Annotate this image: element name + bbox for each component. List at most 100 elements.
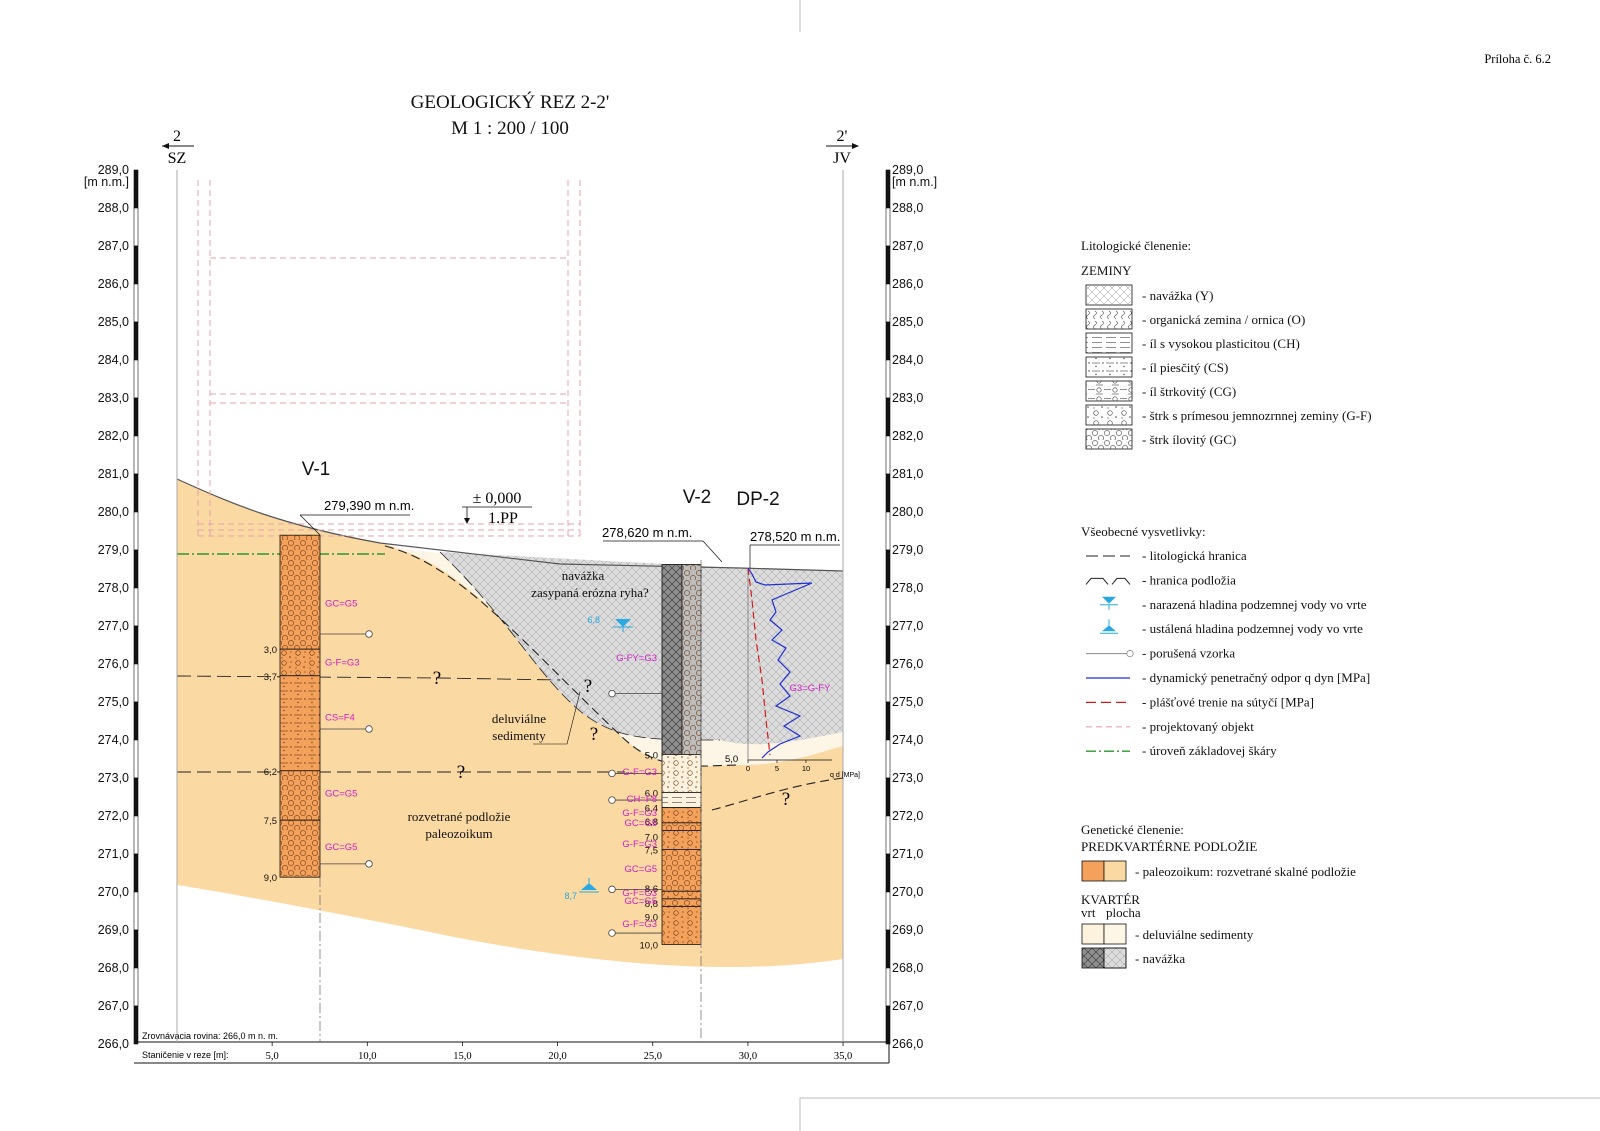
elevation-tick-label: 287,0	[892, 239, 923, 253]
borehole-v2-class: CH=F8	[627, 794, 657, 805]
fill-label-line1: navážka	[562, 568, 605, 583]
elevation-tick-label: 280,0	[892, 505, 923, 519]
elevation-scale-segment	[885, 359, 891, 399]
uncertainty-mark: ?	[433, 668, 441, 689]
penetration-test-dp2: DP-2 278,520 m n.m. 0 5 10 q d [MPa] 5,0 G…	[725, 489, 860, 779]
sample-icon	[365, 725, 373, 733]
attachment-number: Príloha č. 6.2	[1484, 52, 1551, 66]
borehole-v1-depth: 3,0	[264, 645, 277, 656]
elevation-scale-segment	[885, 853, 891, 893]
uncertainty-mark: ?	[457, 762, 465, 783]
elevation-tick-label: 276,0	[98, 657, 129, 671]
elevation-tick-label: 268,0	[892, 961, 923, 975]
zero-level-marker: ± 0,000 1.PP	[462, 490, 532, 527]
elevation-tick-label: 270,0	[98, 885, 129, 899]
elevation-scale-segment	[133, 397, 139, 437]
elevation-tick-label: 288,0	[98, 201, 129, 215]
legend-soil-label: - organická zemina / ornica (O)	[1142, 312, 1305, 327]
legend-prequat-title: PREDKVARTÉRNE PODLOŽIE	[1081, 839, 1257, 854]
elevation-scale-segment	[133, 207, 139, 247]
dp2-penetration-curve	[747, 567, 813, 759]
fill-boundary-line	[439, 551, 721, 741]
borehole-v2-name: V-2	[683, 487, 712, 508]
dp2-elevation: 278,520 m n.m.	[750, 529, 840, 544]
elevation-scale-segment	[133, 321, 139, 361]
sample-icon	[608, 769, 616, 778]
borehole-v1-class: CS=F4	[325, 713, 355, 724]
legend-soil-label: - štrk ílovitý (GC)	[1142, 432, 1236, 447]
legend-deluvial-swatch-borehole	[1081, 923, 1105, 945]
elevation-scale-segment	[133, 777, 139, 817]
borehole-v2-depth: 6,8	[645, 817, 658, 828]
bedrock-label-line1: rozvetrané podložie	[408, 809, 511, 824]
legend-general-label: - narazená hladina podzemnej vody vo vrt…	[1142, 597, 1367, 612]
fill-area-hatch	[440, 552, 843, 745]
elevation-scale-segment	[885, 473, 891, 513]
bedrock-label-line2: paleozoikum	[425, 826, 492, 841]
elevation-tick-label: 277,0	[892, 619, 923, 633]
arrow-left-icon	[162, 143, 169, 149]
borehole-v1-depth: 3,7	[264, 672, 277, 683]
water-steady-marker: 8,7	[564, 878, 599, 901]
elevation-scale-segment	[133, 625, 139, 665]
elevation-tick-label: 282,0	[98, 429, 129, 443]
elevation-scale-segment	[885, 625, 891, 665]
section-mark-left-direction: SZ	[168, 150, 187, 167]
borehole-v2-class: G-F=G3	[622, 839, 657, 850]
elevation-scale-segment	[133, 359, 139, 399]
sample-icon	[365, 860, 373, 868]
legend-deluvial-swatch-area	[1103, 923, 1127, 945]
elevation-scale-segment	[133, 169, 139, 209]
elevation-tick-label: 267,0	[892, 999, 923, 1013]
sample-icon	[608, 689, 616, 698]
sample-icon	[365, 630, 373, 638]
elevation-tick-label: 287,0	[98, 239, 129, 253]
elevation-scale-segment	[885, 245, 891, 285]
elevation-scale-segment	[885, 1005, 891, 1045]
deluvial-label-line2: sedimenty	[492, 728, 546, 743]
elevation-tick-label: 273,0	[892, 771, 923, 785]
station-tick-label: 15,0	[453, 1051, 471, 1062]
dp2-friction-curve	[747, 567, 771, 756]
sample-icon	[608, 885, 616, 894]
legend-general-item: - úroveň základovej škáry	[1086, 743, 1277, 758]
legend-soils-title: ZEMINY	[1081, 263, 1132, 278]
legend-general-item: - ustálená hladina podzemnej vody vo vrt…	[1100, 619, 1363, 636]
elevation-tick-label: 275,0	[892, 695, 923, 709]
elevation-tick-label: 286,0	[892, 277, 923, 291]
water-steady-depth: 8,7	[564, 891, 577, 901]
elevation-scale-segment	[133, 245, 139, 285]
elevation-tick-label: 266,0	[892, 1037, 923, 1051]
legend-general-item: - plášťové trenie na sútyčí [MPa]	[1086, 694, 1314, 709]
borehole-v1-class: GC=G5	[325, 599, 357, 610]
borehole-v2-class: G-F=G3	[622, 888, 657, 899]
borehole-v2-elevation: 278,620 m n.m.	[602, 525, 692, 540]
legend-genetic-title: Genetické členenie:	[1081, 822, 1184, 837]
datum-label: Zrovnávacia rovina: 266,0 m n. m.	[142, 1031, 278, 1041]
elevation-scale-segment	[885, 815, 891, 855]
elevation-tick-label: 272,0	[892, 809, 923, 823]
elevation-scale-segment	[885, 283, 891, 323]
borehole-v2-depth: 10,0	[640, 940, 659, 951]
elevation-unit-left: [m n.m.]	[84, 175, 129, 189]
elevation-tick-label: 269,0	[892, 923, 923, 937]
borehole-v2-column	[661, 564, 702, 945]
elevation-tick-label: 266,0	[98, 1037, 129, 1051]
elevation-scale-segment	[133, 473, 139, 513]
station-tick-label: 10,0	[358, 1051, 376, 1062]
elevation-tick-label: 286,0	[98, 277, 129, 291]
borehole-v2-labels: 5,0 6,0 6,4 6,8 7,0 7,5 8,6 8,8 9,0 10,0 G-FY=G3 G-…	[616, 653, 658, 951]
projected-building-outline	[197, 180, 581, 537]
legend-col-plocha: plocha	[1106, 905, 1141, 920]
elevation-tick-label: 280,0	[98, 505, 129, 519]
station-tick-label: 5,0	[266, 1051, 279, 1062]
station-label: Staničenie v reze [m]:	[142, 1050, 229, 1060]
borehole-v2-depth: 6,4	[645, 804, 658, 815]
elevation-tick-label: 283,0	[98, 391, 129, 405]
deluvial-label-line1: deluviálne	[492, 711, 546, 726]
water-encountered-depth: 6,8	[587, 615, 600, 625]
legend-deluvial-label: - deluviálne sedimenty	[1135, 927, 1254, 942]
borehole-v2-class: G-F=G3	[622, 808, 657, 819]
section-mark-left-number: 2	[173, 128, 181, 145]
